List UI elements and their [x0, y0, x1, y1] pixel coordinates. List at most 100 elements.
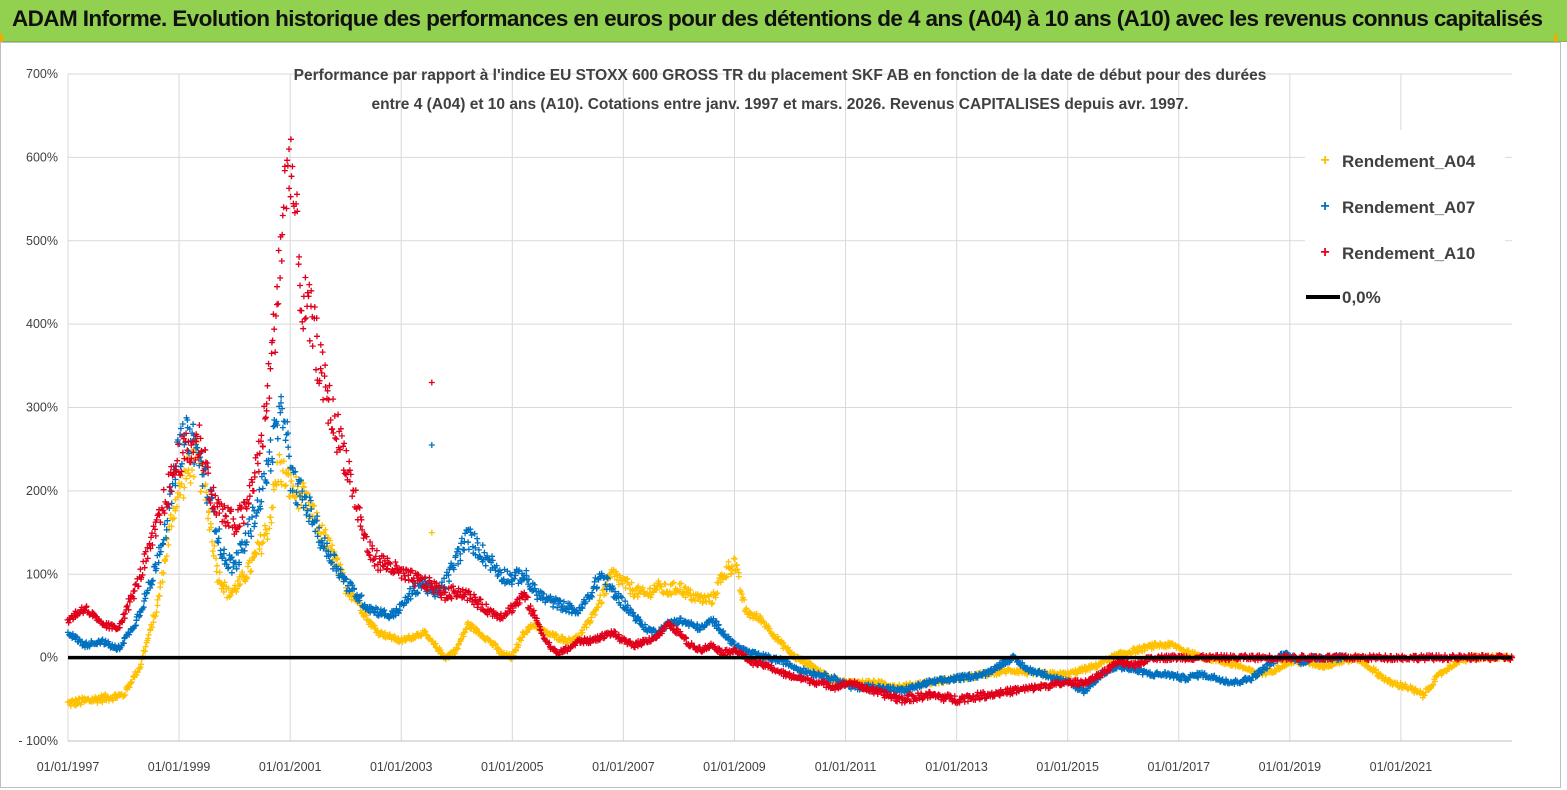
data-point — [400, 570, 407, 577]
data-point — [461, 593, 468, 600]
data-point — [153, 609, 160, 616]
data-point — [251, 520, 258, 527]
data-point — [1254, 673, 1261, 680]
data-point — [265, 360, 272, 367]
data-point — [743, 605, 750, 612]
data-point — [152, 561, 159, 568]
data-point — [294, 501, 301, 508]
data-point — [395, 570, 402, 577]
data-point — [387, 560, 394, 567]
data-point — [380, 553, 387, 560]
data-point — [164, 517, 171, 524]
data-point — [228, 506, 235, 513]
data-point — [243, 539, 250, 545]
data-point — [237, 581, 244, 588]
y-tick-label: 400% — [26, 317, 58, 331]
data-point — [167, 511, 174, 518]
data-point — [338, 432, 345, 439]
data-point — [125, 606, 132, 613]
x-tick-label: 01/01/2019 — [1259, 760, 1322, 774]
data-point — [304, 490, 311, 497]
data-point — [395, 610, 402, 617]
data-point — [247, 568, 254, 575]
data-point — [319, 522, 326, 529]
data-point — [266, 395, 273, 402]
data-point — [329, 542, 336, 549]
data-point — [382, 561, 388, 568]
data-point — [603, 590, 610, 597]
data-point — [246, 482, 253, 489]
data-point — [313, 315, 320, 322]
data-point — [632, 591, 638, 598]
data-point — [458, 535, 465, 542]
data-point — [220, 582, 227, 589]
data-point — [282, 483, 288, 490]
data-point — [149, 577, 156, 584]
data-point — [145, 631, 152, 638]
data-point — [289, 465, 296, 472]
data-point — [635, 583, 642, 590]
data-point — [209, 538, 216, 545]
data-point — [639, 584, 646, 591]
data-point — [356, 597, 363, 604]
data-point — [346, 458, 353, 465]
data-point — [165, 541, 172, 548]
data-point — [203, 489, 210, 496]
data-point — [304, 507, 311, 514]
data-point — [250, 487, 257, 494]
data-point — [367, 539, 374, 545]
data-point — [301, 484, 307, 491]
data-point — [575, 610, 582, 617]
data-point — [1107, 664, 1114, 671]
data-point — [225, 504, 231, 511]
data-point — [208, 524, 215, 531]
data-point — [474, 604, 481, 611]
data-point — [409, 578, 416, 585]
data-point — [351, 586, 358, 593]
data-point — [278, 393, 285, 400]
data-point — [259, 485, 266, 492]
data-point — [183, 475, 190, 482]
data-point — [474, 539, 481, 546]
data-point — [298, 307, 305, 314]
data-point — [687, 587, 694, 594]
x-tick-label: 01/01/2021 — [1370, 760, 1433, 774]
data-point — [341, 440, 348, 447]
data-point — [274, 283, 281, 290]
data-point — [1180, 672, 1187, 679]
data-point — [678, 580, 685, 587]
data-point — [667, 590, 674, 597]
x-tick-label: 01/01/2009 — [703, 760, 766, 774]
data-point — [239, 514, 246, 521]
data-point — [330, 396, 337, 403]
data-point — [396, 607, 403, 614]
data-point — [584, 618, 591, 625]
data-point — [194, 433, 200, 440]
data-point — [465, 539, 472, 546]
data-point — [329, 559, 335, 566]
data-point — [381, 607, 388, 614]
data-point — [194, 444, 201, 451]
data-point — [322, 526, 329, 533]
data-point — [279, 405, 286, 412]
data-point — [320, 396, 327, 403]
data-point — [321, 543, 328, 550]
data-point — [402, 576, 409, 583]
data-point — [515, 580, 522, 587]
data-point — [293, 489, 300, 496]
data-point — [531, 585, 538, 592]
data-point — [172, 482, 179, 489]
data-point — [302, 274, 309, 281]
data-point — [467, 529, 474, 536]
data-point — [472, 551, 479, 558]
data-point — [390, 570, 397, 577]
series-rendement_a04 — [64, 437, 1515, 709]
data-point — [622, 585, 629, 591]
data-point — [243, 541, 249, 548]
data-point — [442, 589, 449, 596]
data-point — [1166, 674, 1173, 680]
data-point — [327, 537, 334, 544]
data-point — [263, 407, 270, 414]
data-point — [299, 496, 306, 503]
data-point — [278, 481, 285, 488]
